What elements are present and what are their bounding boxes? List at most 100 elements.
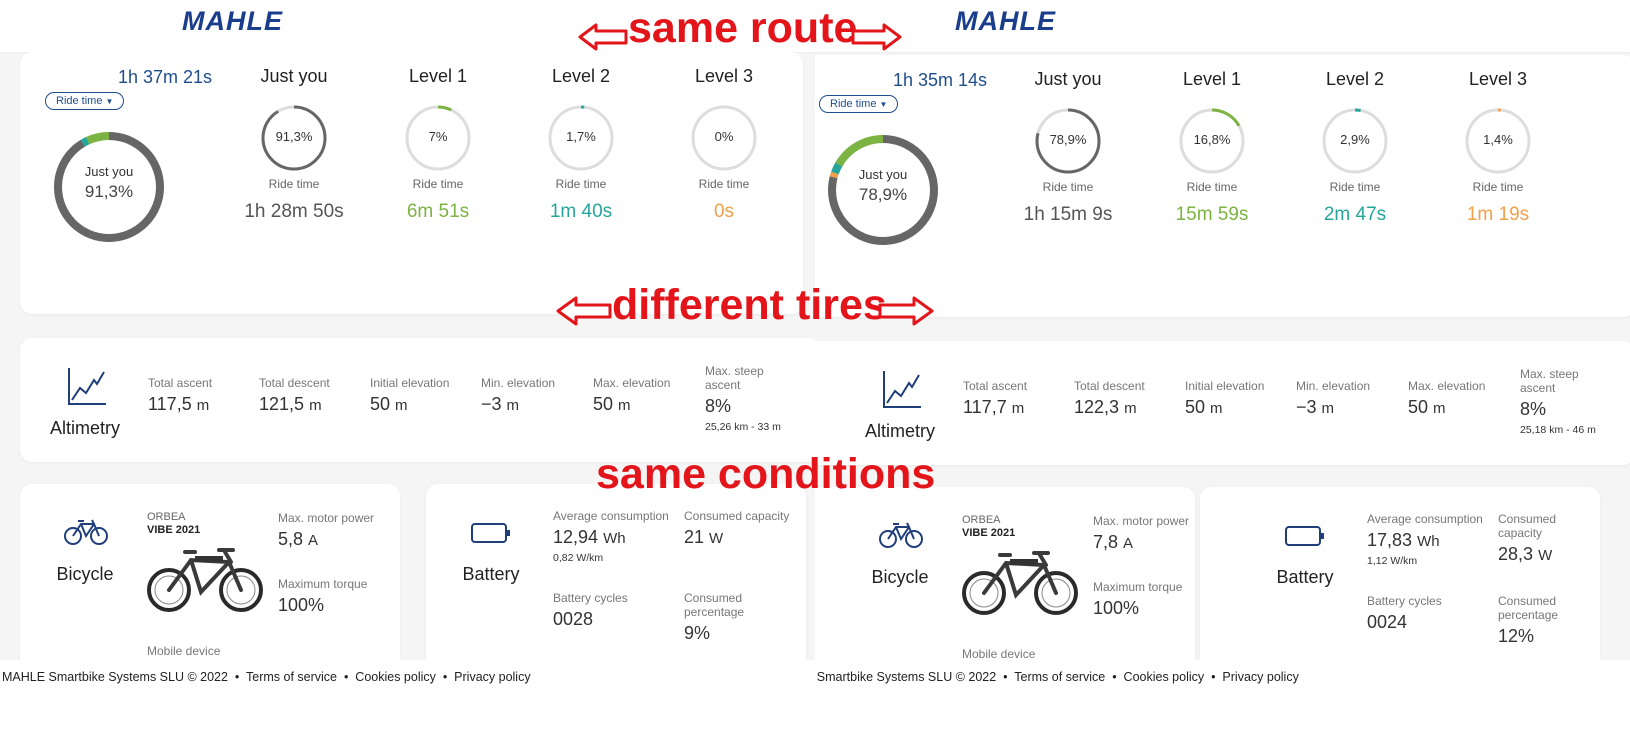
altimetry-title: Altimetry [49,418,120,438]
mahle-logo[interactable]: MAHLE [182,6,283,36]
mobile-device-label: Mobile device [147,644,221,658]
stat-label: Initial elevation [370,376,450,390]
level-time-label: Ride time [1042,180,1094,194]
mahle-logo[interactable]: MAHLE [955,6,1056,36]
consumed-capacity-value: 21 [684,527,705,547]
bicycle-card: Bicycle ORBEA VIBE 2021 Max. motor power… [20,484,400,674]
stat-label: Max. elevation [593,376,671,390]
stat-value: 117,7 [963,397,1007,417]
altimetry-stat-max-steep-ascent: Max. steep ascent 8% 25,26 km - 33 m [705,364,785,433]
big-ring-value: 91,3% [84,182,134,201]
footer-link-privacy[interactable]: Privacy policy [1222,670,1299,684]
level-ring-fill [261,105,327,171]
level-percent: 2,9% [1340,132,1370,147]
stat-label: Max. steep ascent [705,364,764,392]
footer-link-cookies[interactable]: Cookies policy [355,670,436,684]
distribution-ring-chart [54,132,164,242]
stat-label: Max. steep ascent [1520,367,1579,395]
consumed-capacity: Consumed capacity 28,3 W [1498,512,1600,565]
stat-value: −3 [481,394,502,414]
level-column-level-1: Level 1 7% Ride time 6m 51s [378,66,498,223]
overall-distribution-ring: Just you 91,3% [52,130,166,244]
average-consumption-unit: Wh [603,530,626,547]
bicycle-photo [147,548,263,612]
average-consumption: Average consumption 12,94 Wh 0,82 W/km [553,509,669,564]
stat-label: Total descent [259,376,330,390]
level-time-value: 2m 47s [1323,204,1387,225]
bicycle-icon [879,522,923,548]
level-percent: 7% [428,129,448,144]
average-consumption-label: Average consumption [1367,512,1483,526]
level-ring: 0% [689,103,759,173]
double-arrow-icon [556,296,612,326]
bicycle-icon [64,519,108,545]
stat-value: −3 [1296,397,1317,417]
level-time-label: Ride time [1186,180,1238,194]
footer-link-terms[interactable]: Terms of service [246,670,338,684]
altimetry-card: Altimetry Total ascent 117,5 m Total desce… [20,338,815,462]
level-time-label: Ride time [1329,180,1381,194]
distribution-ring-chart [828,135,938,245]
battery-cycles-label: Battery cycles [553,591,628,605]
battery-cycles: Battery cycles 0024 [1367,594,1442,633]
max-motor-power-label: Max. motor power [278,511,375,525]
max-torque-value: 100% [1093,598,1140,618]
altimetry-card: Altimetry Total ascent 117,7 m Total desce… [815,341,1630,465]
ride-time-dropdown[interactable]: Ride time ▼ [819,95,899,113]
altimetry-stat-total-descent: Total descent 121,5 m [259,376,330,415]
level-time-label: Ride time [698,177,750,191]
level-ring: 7% [403,103,473,173]
level-percent: 91,3% [275,129,313,144]
consumed-percentage-value: 12% [1498,626,1535,646]
battery-cycles-value: 0024 [1367,612,1408,632]
level-ring: 1,4% [1463,106,1533,176]
big-ring-label: Just you [858,167,908,182]
max-motor-power-unit: A [1123,535,1134,552]
level-column-level-2: Level 2 2,9% Ride time 2m 47s [1295,69,1415,226]
level-time-label: Ride time [412,177,464,191]
ride-time-dropdown[interactable]: Ride time ▼ [45,92,125,110]
mobile-device-label: Mobile device [962,647,1036,661]
level-ring-fill [405,105,471,171]
level-percent: 0% [714,129,734,144]
battery-card: Battery Average consumption 12,94 Wh 0,8… [426,484,806,674]
max-motor-power: Max. motor power 7,8 A [1093,514,1189,553]
level-time-label: Ride time [555,177,607,191]
footer-link-privacy[interactable]: Privacy policy [454,670,531,684]
battery-cycles: Battery cycles 0028 [553,591,628,630]
max-torque-label: Maximum torque [278,577,368,591]
bicycle-model: VIBE 2021 [147,524,201,536]
level-ring-chart [1035,108,1101,174]
average-consumption-per-km: 0,82 W/km [553,552,604,564]
footer-link-terms[interactable]: Terms of service [1014,670,1106,684]
level-name: Just you [260,66,328,86]
bicycle-card: Bicycle ORBEA VIBE 2021 Max. motor power… [815,487,1195,677]
level-column-level-2: Level 2 1,7% Ride time 1m 40s [521,66,641,223]
max-torque-value: 100% [278,595,325,615]
level-time-label: Ride time [268,177,320,191]
max-motor-power-unit: A [308,532,319,549]
stat-label: Max. elevation [1408,379,1486,393]
stat-unit: m [1433,400,1446,417]
level-column-level-1: Level 1 16,8% Ride time 15m 59s [1152,69,1272,226]
ride-summary-card: 1h 37m 21s Ride time ▼ Just you 91,3% Ju… [20,52,803,314]
stat-unit: m [1011,400,1025,417]
consumed-percentage: Consumed percentage 12% [1498,594,1588,647]
level-ring: 16,8% [1177,106,1247,176]
double-arrow-icon [851,23,902,51]
level-percent: 1,7% [566,129,596,144]
stat-value: 50 [1185,397,1206,417]
level-ring-fill [1179,108,1245,174]
consumed-percentage-value: 9% [684,623,711,643]
stat-label: Min. elevation [1296,379,1371,393]
level-ring: 91,3% [259,103,329,173]
footer-link-cookies[interactable]: Cookies policy [1123,670,1205,684]
battery-card: Battery Average consumption 17,83 Wh 1,1… [1200,487,1600,677]
top-bar: MAHLE [815,0,1630,53]
average-consumption-label: Average consumption [553,509,669,523]
consumed-percentage-label: Consumed percentage [1498,594,1559,622]
stat-unit: m [618,397,631,414]
top-bar: MAHLE [0,0,815,53]
altimetry-stat-max-elevation: Max. elevation 50 m [593,376,670,415]
stat-value: 50 [593,394,614,414]
